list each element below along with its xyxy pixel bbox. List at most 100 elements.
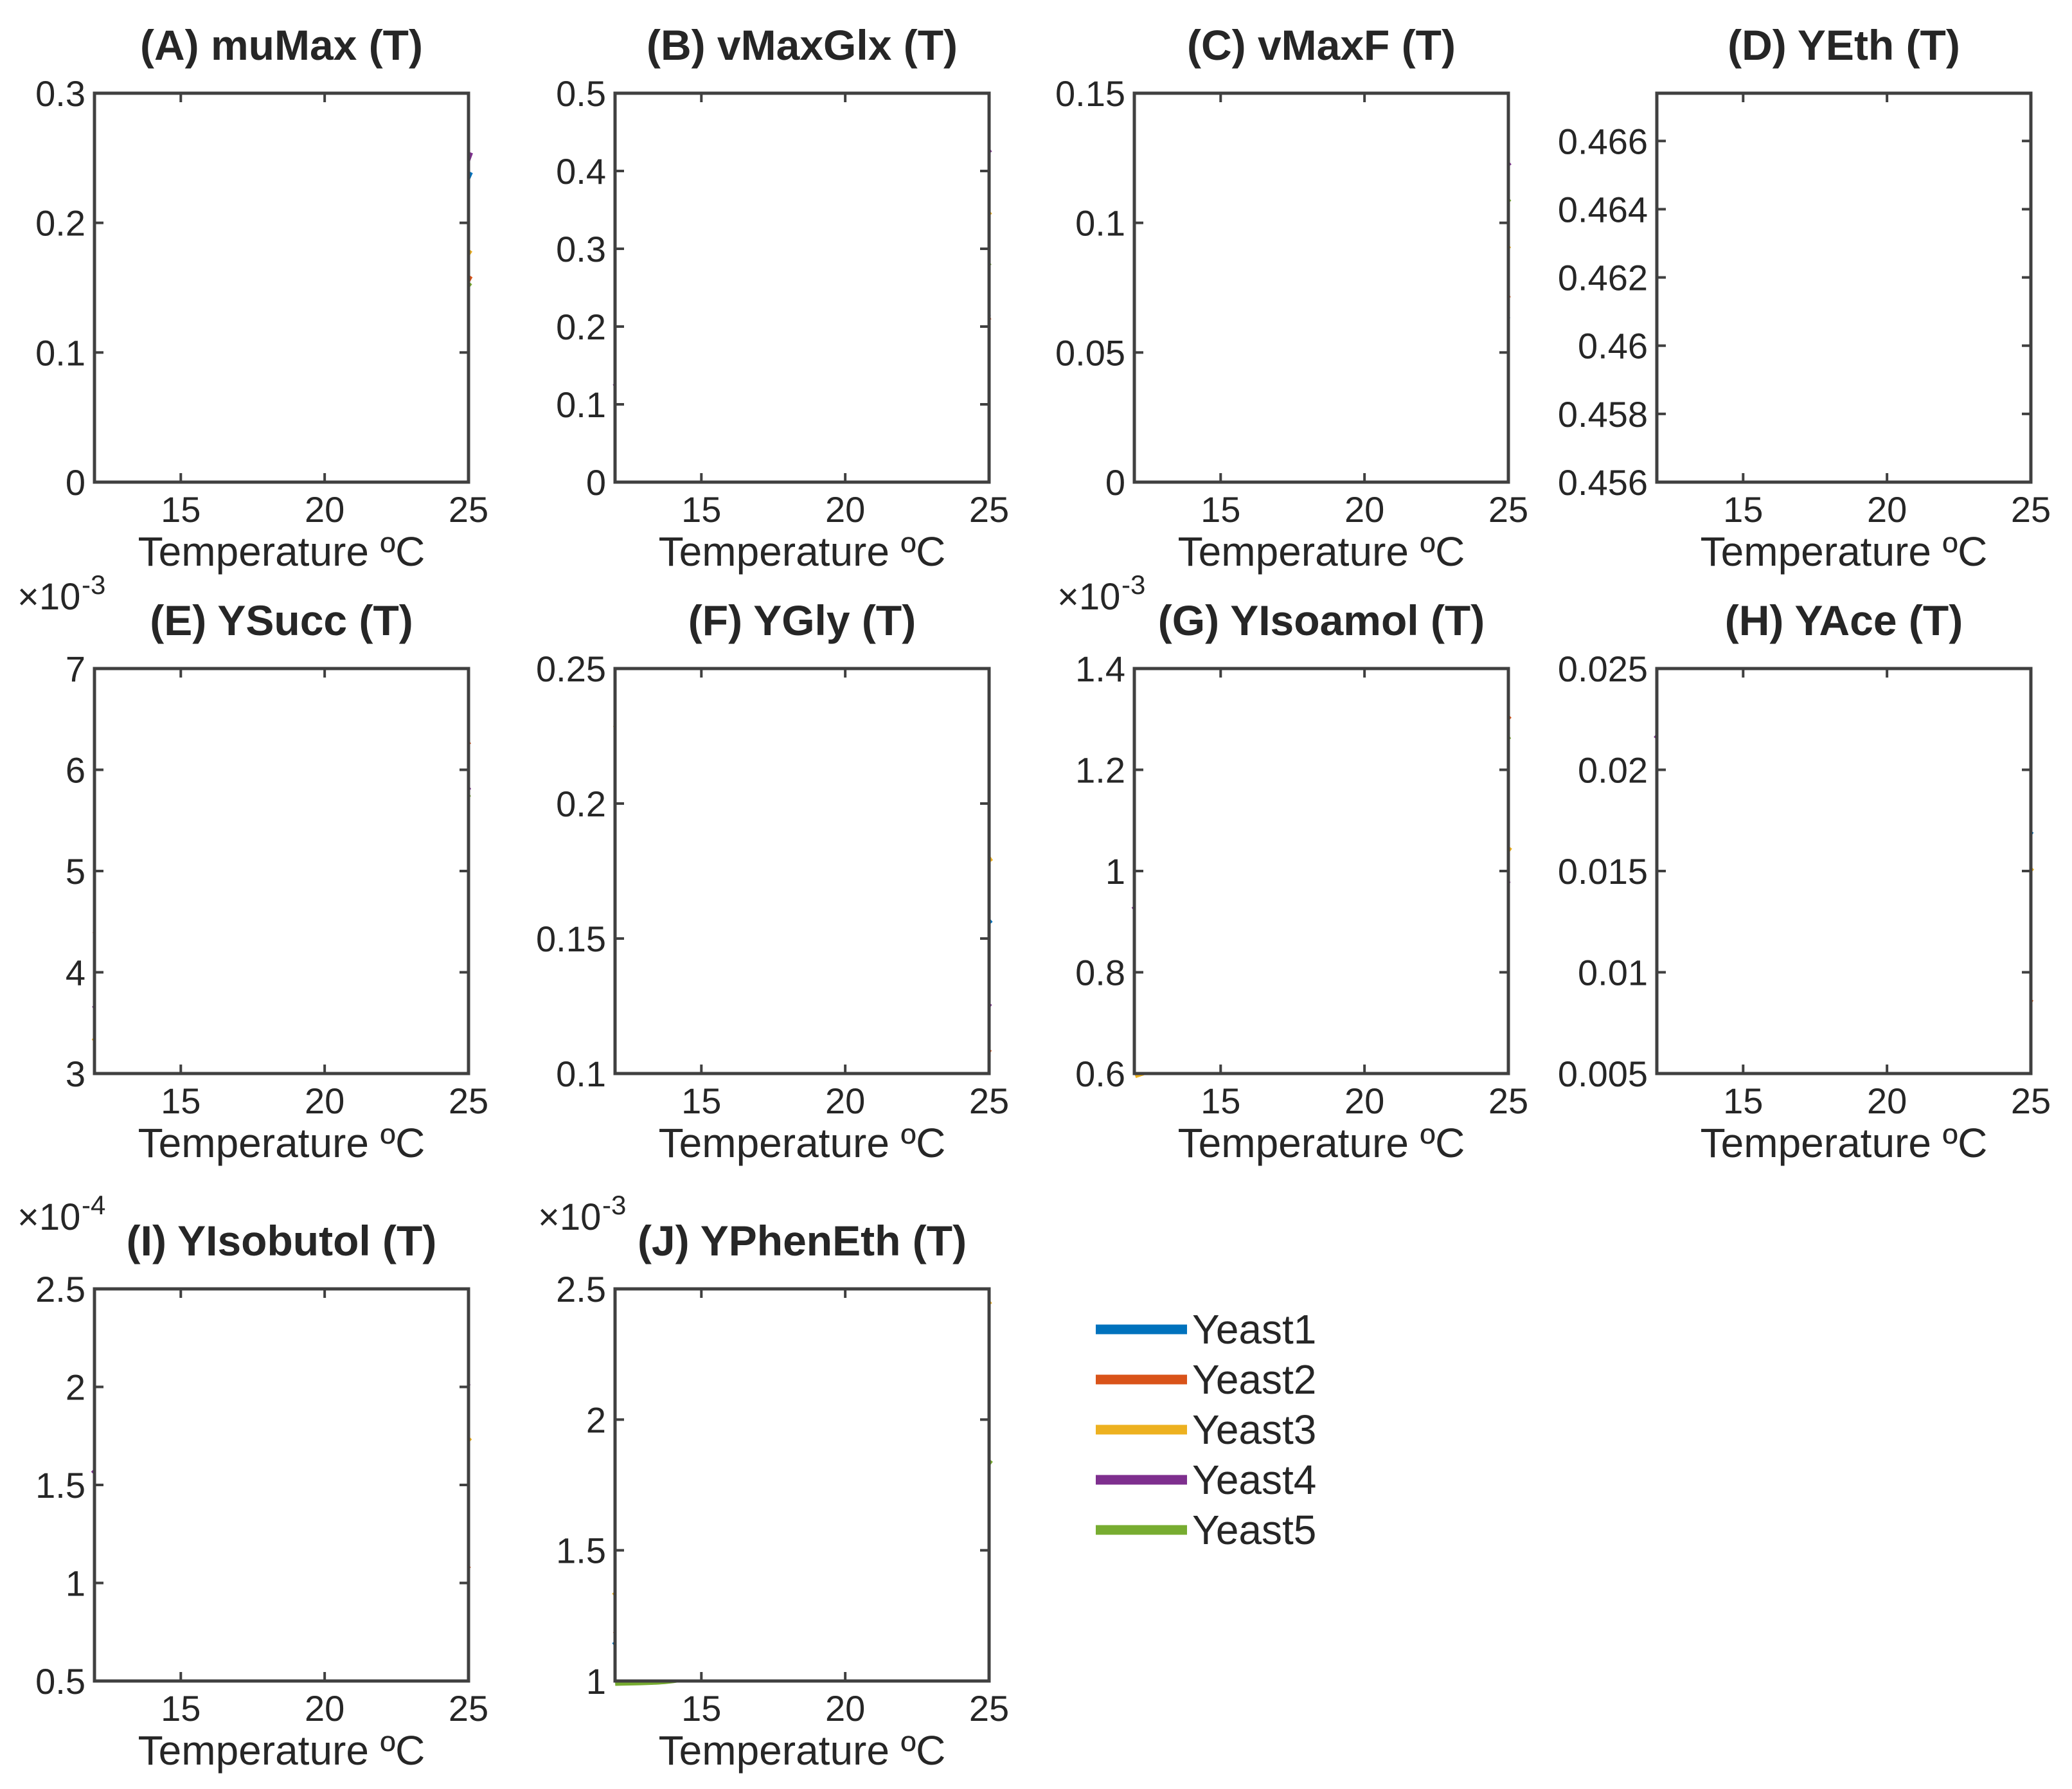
x-tick-label: 25 [2011,1081,2051,1121]
x-tick-label: 15 [161,489,201,530]
y-tick-label: 0.462 [1558,258,1648,298]
y-tick-label: 0.2 [556,784,606,824]
subplot-d: 15 20 25 0.456 0.458 0.46 0.462 0.464 0.466 (D) Y… [1558,21,2051,575]
x-tick-label: 20 [305,489,344,530]
x-axis-label: Temperature ºC [659,1727,946,1774]
axis-exponent-base: ×10 [17,576,80,618]
x-tick-label: 20 [825,1688,865,1729]
x-axis-label: Temperature ºC [659,1120,946,1166]
y-tick-label: 1.5 [556,1531,606,1571]
y-tick-label: 2 [66,1367,85,1408]
subplot-a: 15 20 25 0 0.1 0.2 0.3 (A) muMax (T) Temperature… [35,21,488,575]
y-tick-label: 0.05 [1055,332,1125,373]
y-tick-label: 0.4 [556,151,606,192]
x-tick-label: 25 [449,1688,488,1729]
y-tick-label: 0.1 [35,332,85,373]
legend-label: Yeast5 [1192,1507,1316,1553]
y-tick-label: 0.3 [556,229,606,269]
axis-exponent: ×10 -3 [538,1190,626,1238]
y-tick-label: 0.1 [1075,203,1125,244]
subplot-title: (C) vMaxF (T) [1187,21,1456,69]
axis-exponent-base: ×10 [538,1196,601,1238]
x-tick-label: 20 [825,489,865,530]
x-axis-label: Temperature ºC [138,1727,425,1774]
x-tick-label: 15 [1723,1081,1763,1121]
x-tick-label: 15 [681,1081,721,1121]
legend-label: Yeast2 [1192,1356,1316,1403]
axes-frame [1132,91,1510,484]
y-tick-label: 0.46 [1578,326,1648,366]
subplot-g: 15 20 25 0.6 0.8 1 1.2 1.4 (G) YIsoamol (T) Tempe… [1057,570,1528,1166]
x-tick-label: 20 [305,1688,344,1729]
y-tick-label: 7 [66,649,85,689]
y-tick-label: 1.4 [1075,649,1125,689]
x-tick-label: 25 [969,489,1009,530]
x-tick-label: 20 [1344,489,1384,530]
x-tick-label: 15 [681,489,721,530]
y-tick-label: 0.8 [1075,953,1125,993]
y-tick-label: 0.458 [1558,394,1648,435]
y-tick-label: 0.15 [536,919,606,959]
y-tick-label: 0.01 [1578,953,1648,993]
y-tick-label: 1.2 [1075,750,1125,791]
axes-frame [1655,667,2033,1075]
axes-frame [93,667,470,1075]
y-tick-label: 0.2 [35,203,85,244]
subplot-c: 15 20 25 0 0.05 0.1 0.15 (C) vMaxF (T) Temperatu… [1055,21,1528,575]
y-tick-label: 0.464 [1558,189,1648,229]
y-tick-label: 6 [66,750,85,791]
x-tick-label: 20 [1867,489,1907,530]
y-tick-label: 0.5 [35,1661,85,1702]
subplot-e: 15 20 25 3 4 5 6 7 (E) YSucc (T) Temperature ºC ×1… [17,570,488,1166]
x-tick-label: 25 [969,1688,1009,1729]
x-tick-label: 25 [2011,489,2051,530]
axes-frame [613,91,991,484]
x-tick-label: 25 [1488,1081,1528,1121]
x-axis-label: Temperature ºC [1701,528,1988,575]
y-tick-label: 5 [66,851,85,892]
x-tick-label: 20 [305,1081,344,1121]
y-tick-label: 0.015 [1558,851,1648,892]
axes-frame [1655,91,2033,484]
x-tick-label: 25 [969,1081,1009,1121]
subplot-f: 15 20 25 0.1 0.15 0.2 0.25 (F) YGly (T) Temperat… [536,597,1009,1166]
axis-exponent-base: ×10 [1057,576,1120,618]
axis-exponent: ×10 -3 [1057,570,1145,618]
y-tick-label: 1 [1105,851,1125,892]
subplot-i: 15 20 25 0.5 1 1.5 2 2.5 (I) YIsobutol (T) Temper… [17,1190,488,1774]
x-tick-label: 20 [1867,1081,1907,1121]
subplot-title: (J) YPhenEth (T) [638,1217,967,1264]
x-tick-label: 25 [1488,489,1528,530]
x-tick-label: 15 [1723,489,1763,530]
y-tick-label: 3 [66,1054,85,1094]
axis-exponent: ×10 -3 [17,570,105,618]
y-tick-label: 2.5 [556,1269,606,1309]
y-tick-label: 0 [66,462,85,503]
x-tick-label: 25 [449,489,488,530]
axes-frame [1132,667,1510,1075]
y-tick-label: 0.3 [35,73,85,114]
axis-exponent: ×10 -4 [17,1190,105,1238]
legend-item-yeast3: Yeast3 [1096,1407,1316,1453]
y-tick-label: 2 [586,1399,606,1440]
x-tick-label: 15 [1201,489,1240,530]
subplot-b: 15 20 25 0 0.1 0.2 0.3 0.4 0.5 (B) vMaxGlx (T) Tem… [556,21,1009,575]
y-tick-label: 0.456 [1558,462,1648,503]
legend-item-yeast4: Yeast4 [1096,1457,1316,1503]
y-tick-label: 0.2 [556,307,606,347]
legend-label: Yeast3 [1192,1407,1316,1453]
subplot-title: (H) YAce (T) [1725,597,1963,644]
axis-exponent-base: ×10 [17,1196,80,1238]
x-tick-label: 15 [161,1688,201,1729]
x-tick-label: 20 [825,1081,865,1121]
x-axis-label: Temperature ºC [1178,528,1465,575]
y-tick-label: 1 [586,1661,606,1702]
y-tick-label: 4 [66,953,85,993]
subplot-title: (D) YEth (T) [1728,21,1960,69]
subplot-title: (A) muMax (T) [140,21,423,69]
axis-exponent-power: -3 [602,1190,626,1220]
y-tick-label: 0.1 [556,1054,606,1094]
x-tick-label: 15 [681,1688,721,1729]
subplot-title: (E) YSucc (T) [150,597,413,644]
